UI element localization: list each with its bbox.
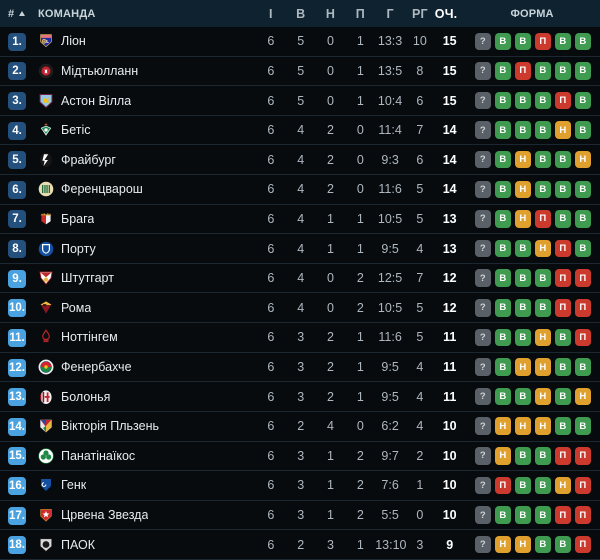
svg-text:L: L bbox=[46, 39, 49, 44]
